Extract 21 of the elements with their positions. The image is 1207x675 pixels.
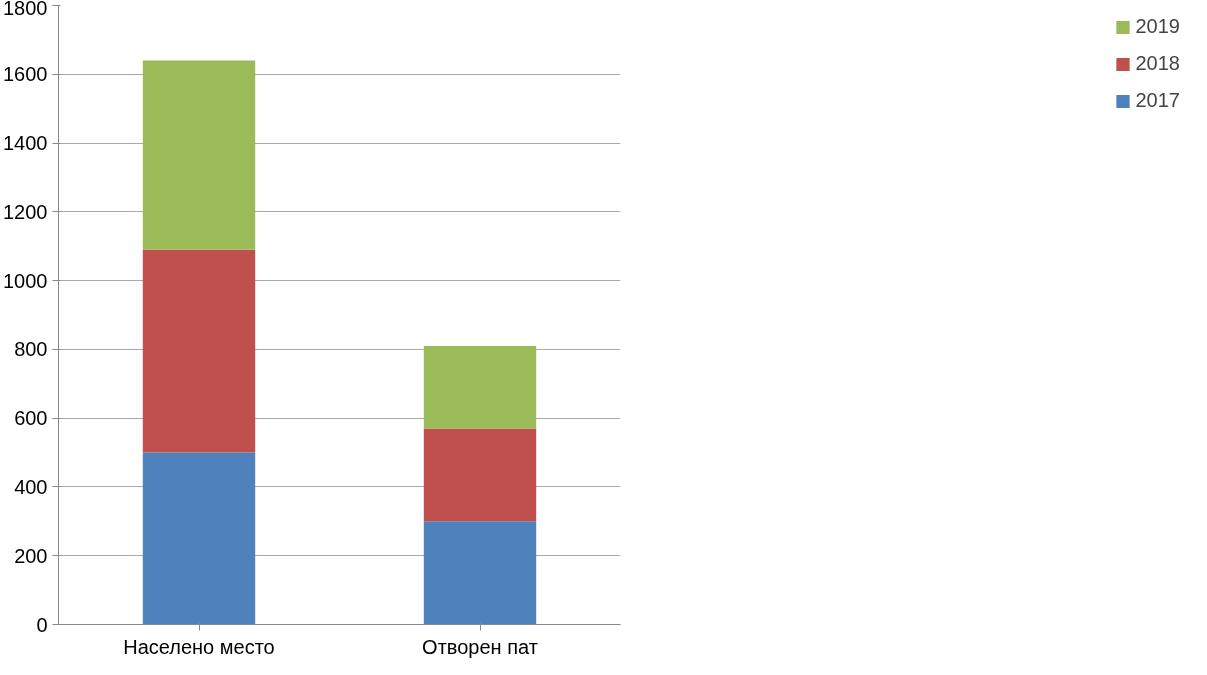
x-tick-label: Населено место <box>123 635 275 658</box>
y-tick-label: 1800 <box>3 0 48 19</box>
legend-label: 2017 <box>1135 89 1180 112</box>
bar <box>423 345 537 429</box>
y-tick-label: 800 <box>14 338 48 361</box>
bar <box>142 452 256 625</box>
y-tick-label: 0 <box>36 613 48 636</box>
bar <box>142 249 256 453</box>
legend-label: 2019 <box>1135 15 1180 38</box>
y-tick-label: 1200 <box>3 200 48 223</box>
legend-label: 2018 <box>1135 52 1180 75</box>
bar <box>423 521 537 625</box>
y-tick-label: 1600 <box>3 63 48 86</box>
y-tick-label: 1400 <box>3 132 48 155</box>
y-tick-label: 1000 <box>3 269 48 292</box>
y-tick-label: 600 <box>14 407 48 430</box>
bar <box>423 428 537 522</box>
y-tick-label: 400 <box>14 475 48 498</box>
y-tick-label: 200 <box>14 544 48 567</box>
bar <box>142 60 256 250</box>
x-tick-label: Отворен пат <box>422 635 538 658</box>
